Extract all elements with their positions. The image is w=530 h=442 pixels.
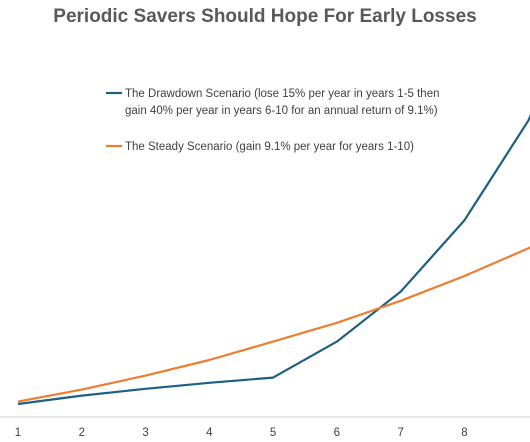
x-tick-label-8: 8 [461,427,467,439]
x-tick-label-6: 6 [334,427,340,439]
series-line-1 [17,246,530,403]
legend: The Drawdown Scenario (lose 15% per year… [106,88,440,153]
legend-label-0-line-1: gain 40% per year in years 6-10 for an a… [125,105,438,117]
x-tick-label-2: 2 [79,427,85,439]
legend-label-1-line-0: The Steady Scenario (gain 9.1% per year … [125,141,414,153]
x-tick-label-4: 4 [206,427,213,439]
x-tick-label-1: 1 [15,427,21,439]
x-tick-label-7: 7 [397,427,403,439]
x-tick-labels: 1 2 3 4 5 6 7 8 [15,427,468,439]
x-tick-label-3: 3 [142,427,148,439]
series-lines [17,114,530,406]
series-line-0 [17,114,530,406]
chart-title: Periodic Savers Should Hope For Early Lo… [53,6,477,27]
x-tick-label-5: 5 [270,427,276,439]
legend-label-0-line-0: The Drawdown Scenario (lose 15% per year… [125,88,440,100]
